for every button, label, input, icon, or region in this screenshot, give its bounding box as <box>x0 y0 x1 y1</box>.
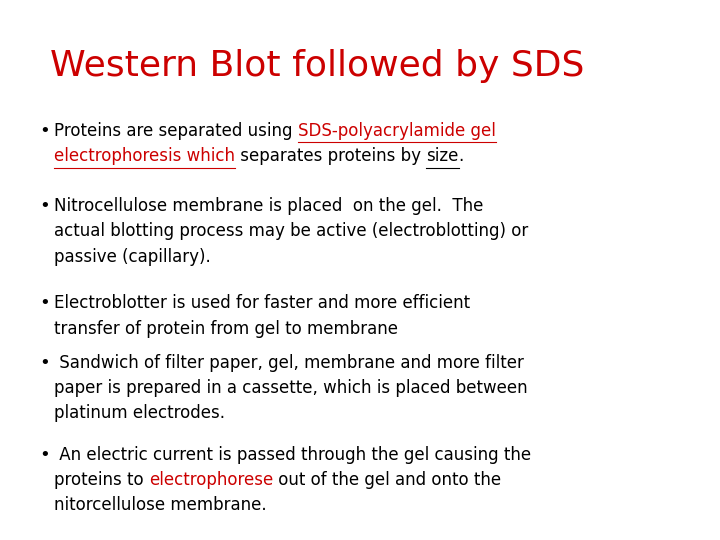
Text: separates proteins by: separates proteins by <box>235 147 426 165</box>
Text: •: • <box>40 122 50 139</box>
Text: •: • <box>40 197 50 215</box>
Text: electrophorese: electrophorese <box>149 471 273 489</box>
Text: Western Blot followed by SDS: Western Blot followed by SDS <box>50 49 585 83</box>
Text: proteins to: proteins to <box>54 471 149 489</box>
Text: nitorcellulose membrane.: nitorcellulose membrane. <box>54 496 266 514</box>
Text: .: . <box>459 147 464 165</box>
Text: •: • <box>40 446 50 463</box>
Text: electrophoresis which: electrophoresis which <box>54 147 235 165</box>
Text: Nitrocellulose membrane is placed  on the gel.  The: Nitrocellulose membrane is placed on the… <box>54 197 483 215</box>
Text: out of the gel and onto the: out of the gel and onto the <box>273 471 501 489</box>
Text: passive (capillary).: passive (capillary). <box>54 248 211 266</box>
Text: •: • <box>40 354 50 372</box>
Text: transfer of protein from gel to membrane: transfer of protein from gel to membrane <box>54 320 398 338</box>
Text: size: size <box>426 147 459 165</box>
Text: actual blotting process may be active (electroblotting) or: actual blotting process may be active (e… <box>54 222 528 240</box>
Text: Electroblotter is used for faster and more efficient: Electroblotter is used for faster and mo… <box>54 294 470 312</box>
Text: An electric current is passed through the gel causing the: An electric current is passed through th… <box>54 446 531 463</box>
Text: Proteins are separated using: Proteins are separated using <box>54 122 298 139</box>
Text: paper is prepared in a cassette, which is placed between: paper is prepared in a cassette, which i… <box>54 379 528 397</box>
Text: SDS-polyacrylamide gel: SDS-polyacrylamide gel <box>298 122 495 139</box>
Text: platinum electrodes.: platinum electrodes. <box>54 404 225 422</box>
Text: •: • <box>40 294 50 312</box>
Text: Sandwich of filter paper, gel, membrane and more filter: Sandwich of filter paper, gel, membrane … <box>54 354 524 372</box>
